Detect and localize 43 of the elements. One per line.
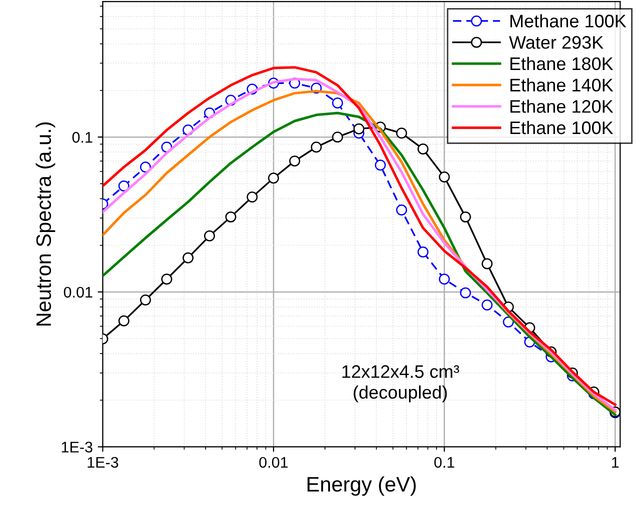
x-tick-label: 1E-3 — [88, 456, 118, 468]
point — [140, 162, 151, 173]
point — [353, 123, 364, 134]
point — [482, 299, 493, 310]
point — [182, 252, 194, 264]
point — [460, 211, 471, 222]
point — [418, 246, 428, 258]
y-tick-label: 0.1 — [72, 132, 92, 143]
point — [438, 274, 450, 285]
point — [246, 192, 258, 203]
point — [161, 274, 172, 285]
legend-label: Water 293K — [509, 36, 604, 49]
point — [332, 132, 344, 143]
y-tick-label: 0.01 — [64, 286, 92, 298]
legend-label: Methane 100K — [510, 14, 626, 28]
x-axis-title: Energy (eV) — [308, 476, 416, 496]
legend-label: Ethane 120K — [510, 100, 614, 113]
point — [502, 316, 514, 328]
point — [438, 172, 450, 183]
point — [482, 258, 493, 270]
point — [418, 143, 428, 154]
point — [396, 204, 408, 216]
legend-label: Ethane 140K — [510, 78, 614, 92]
point — [310, 142, 322, 153]
point — [374, 160, 386, 171]
point — [460, 287, 471, 298]
point — [204, 230, 216, 242]
point — [268, 172, 280, 184]
x-tick-label: 0.01 — [259, 456, 288, 468]
point — [332, 97, 344, 108]
point — [140, 294, 151, 306]
point — [396, 128, 408, 139]
point — [118, 180, 130, 192]
legend-label: Ethane 100K — [510, 120, 614, 134]
legend-label: Ethane 180K — [510, 56, 614, 70]
y-tick-label: 1E-3 — [62, 442, 92, 453]
x-tick-label: 0.1 — [434, 456, 454, 468]
point — [118, 315, 130, 326]
y-axis-title: Neutron Spectra (a.u.) — [36, 122, 56, 326]
point — [225, 211, 236, 222]
point — [289, 156, 300, 167]
x-tick-label: 1 — [612, 457, 619, 468]
annotation: 12x12x4.5 cm³ (decoupled) — [342, 365, 460, 402]
